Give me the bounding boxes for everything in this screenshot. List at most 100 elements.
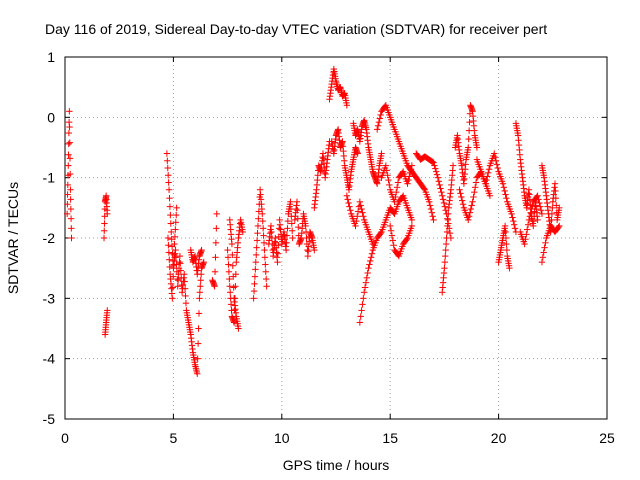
data-point [294, 207, 301, 214]
data-point [169, 284, 176, 291]
data-point [211, 283, 218, 290]
data-point [465, 135, 472, 143]
data-point [426, 202, 434, 209]
data-point [166, 263, 173, 271]
y-tick-label: -4 [43, 351, 56, 367]
data-point [536, 199, 543, 207]
data-point [302, 222, 309, 230]
data-point [482, 180, 489, 187]
x-tick-label: 20 [491, 430, 507, 446]
data-point [263, 283, 270, 290]
data-point [485, 166, 493, 173]
data-point [549, 204, 556, 212]
data-point [436, 181, 443, 189]
data-point [435, 178, 442, 185]
data-point [471, 184, 479, 191]
data-point [194, 340, 202, 347]
data-point [230, 273, 237, 280]
data-point [172, 219, 179, 226]
data-point [66, 108, 73, 115]
data-point [67, 196, 74, 203]
data-point [353, 217, 360, 225]
data-point [67, 215, 75, 222]
data-point [538, 210, 546, 218]
data-point [343, 102, 351, 109]
data-point [393, 188, 400, 196]
data-point [228, 240, 236, 248]
data-point [484, 169, 492, 177]
data-point [176, 252, 184, 260]
data-point [527, 209, 534, 216]
data-point [170, 262, 177, 269]
data-point [385, 176, 392, 184]
data-point [369, 240, 377, 248]
data-point [165, 186, 173, 193]
data-point [540, 249, 547, 256]
data-point [360, 213, 367, 220]
data-point [164, 172, 172, 179]
data-point [224, 254, 232, 261]
data-point [387, 222, 394, 230]
data-point [252, 258, 259, 266]
data-point [173, 204, 180, 212]
data-point [170, 251, 178, 259]
data-point [492, 157, 500, 164]
data-point [359, 301, 366, 308]
data-point [555, 223, 562, 231]
data-point [373, 126, 381, 133]
data-point [259, 217, 266, 225]
data-point [354, 213, 361, 220]
data-point [101, 220, 108, 227]
data-point [67, 186, 74, 193]
data-point [359, 209, 366, 216]
data-point [392, 193, 399, 201]
data-point [354, 208, 362, 215]
data-point [537, 203, 544, 210]
data-point [524, 221, 532, 228]
data-point [526, 213, 534, 220]
data-point [356, 198, 364, 205]
data-point [484, 173, 491, 180]
data-point [171, 233, 179, 240]
data-point [503, 240, 510, 248]
data-point [167, 220, 174, 227]
data-point [253, 237, 261, 244]
data-point [377, 229, 384, 237]
data-point [491, 150, 498, 157]
data-point [510, 217, 517, 225]
data-point [65, 140, 72, 148]
data-point [366, 261, 373, 268]
data-point [226, 275, 233, 283]
data-point [430, 216, 437, 224]
data-point [171, 240, 178, 248]
data-point [388, 232, 396, 239]
data-point [390, 242, 397, 249]
data-point [503, 246, 511, 254]
data-point [177, 260, 184, 267]
data-point [196, 295, 203, 302]
data-point [458, 193, 465, 201]
data-point [358, 307, 365, 314]
data-point [405, 176, 412, 184]
x-tick-label: 0 [61, 430, 69, 446]
data-point [167, 211, 174, 219]
x-tick-label: 10 [274, 430, 290, 446]
data-point [443, 234, 450, 242]
data-point [259, 225, 267, 232]
data-point [239, 228, 246, 236]
data-point [525, 216, 533, 224]
data-point [253, 244, 260, 251]
data-point [427, 205, 435, 213]
data-point [197, 283, 204, 290]
data-point [224, 246, 231, 254]
data-point [194, 370, 201, 377]
data-point [472, 179, 480, 186]
data-point [253, 251, 260, 259]
data-point [442, 240, 450, 248]
data-point [523, 231, 530, 238]
data-point [556, 222, 563, 230]
data-point [66, 155, 74, 162]
data-point [548, 216, 555, 224]
data-point [174, 283, 181, 290]
data-point [500, 184, 508, 191]
